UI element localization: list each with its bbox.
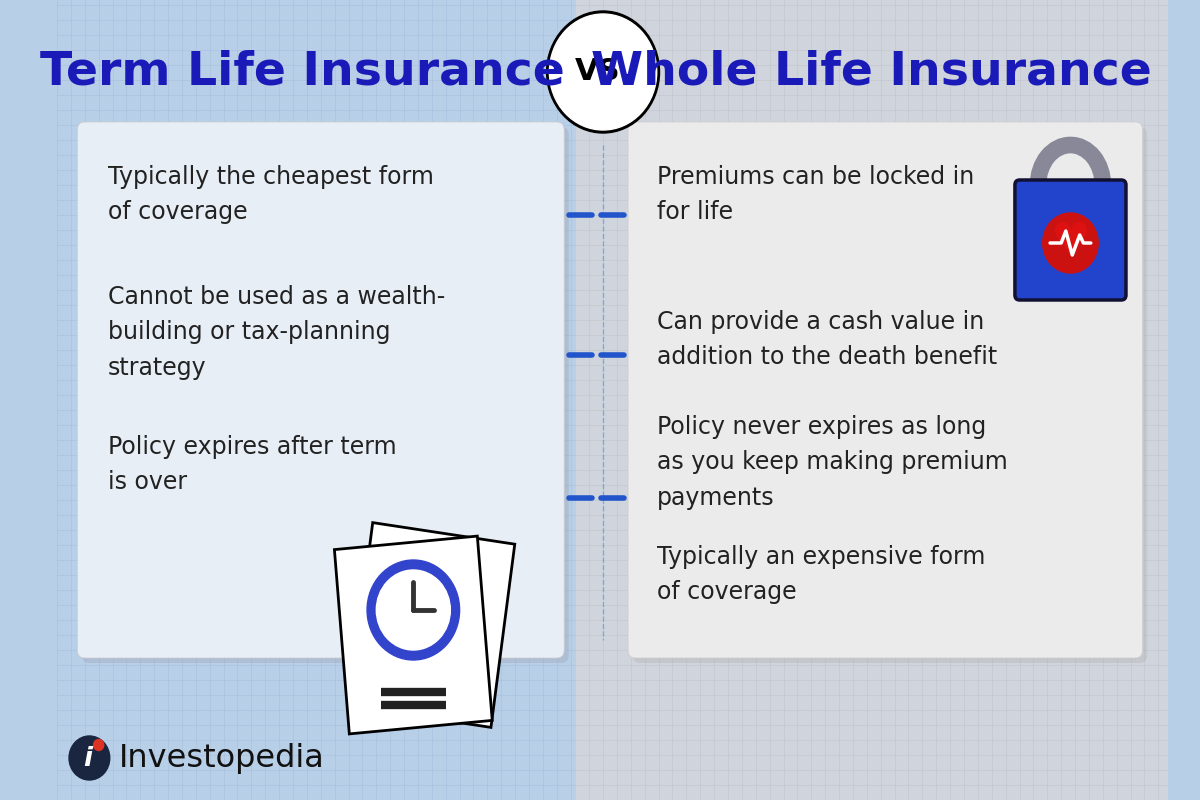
- FancyBboxPatch shape: [77, 122, 564, 658]
- Text: Typically an expensive form
of coverage: Typically an expensive form of coverage: [656, 545, 985, 605]
- Ellipse shape: [550, 14, 656, 130]
- FancyBboxPatch shape: [628, 122, 1142, 658]
- Text: Cannot be used as a wealth-
building or tax-planning
strategy: Cannot be used as a wealth- building or …: [108, 285, 445, 380]
- Text: i: i: [83, 746, 92, 772]
- Bar: [58, 0, 575, 800]
- Text: Can provide a cash value in
addition to the death benefit: Can provide a cash value in addition to …: [656, 310, 997, 370]
- FancyBboxPatch shape: [335, 536, 492, 734]
- Text: Typically the cheapest form
of coverage: Typically the cheapest form of coverage: [108, 165, 433, 224]
- FancyBboxPatch shape: [632, 127, 1147, 663]
- FancyBboxPatch shape: [349, 522, 515, 727]
- Text: Whole Life Insurance: Whole Life Insurance: [592, 50, 1152, 94]
- FancyBboxPatch shape: [1015, 180, 1126, 300]
- Ellipse shape: [547, 11, 660, 133]
- Text: Policy expires after term
is over: Policy expires after term is over: [108, 435, 396, 494]
- Text: VS.: VS.: [575, 58, 631, 86]
- Text: Investopedia: Investopedia: [119, 742, 325, 774]
- Circle shape: [377, 570, 450, 650]
- Text: Policy never expires as long
as you keep making premium
payments: Policy never expires as long as you keep…: [656, 415, 1008, 510]
- FancyBboxPatch shape: [82, 127, 569, 663]
- Text: Term Life Insurance: Term Life Insurance: [40, 50, 565, 94]
- Circle shape: [70, 736, 109, 780]
- Text: Premiums can be locked in
for life: Premiums can be locked in for life: [656, 165, 974, 224]
- Circle shape: [94, 739, 103, 750]
- Text: ♥: ♥: [1050, 219, 1091, 262]
- Circle shape: [1043, 213, 1098, 273]
- Bar: [575, 0, 1168, 800]
- Circle shape: [367, 560, 460, 660]
